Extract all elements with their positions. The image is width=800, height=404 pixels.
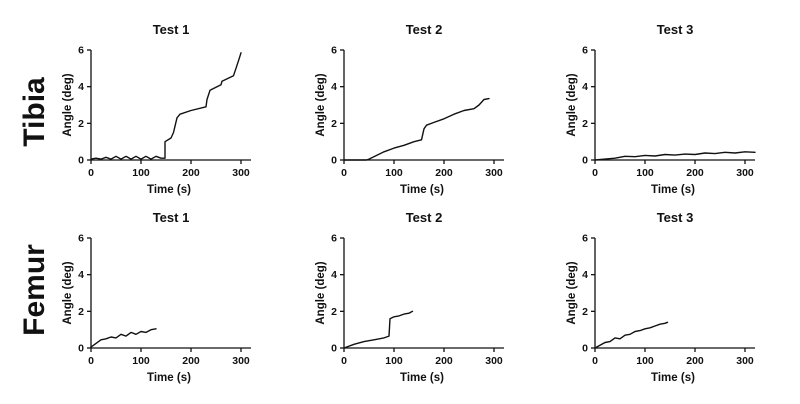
panel-tibia-1: Test 1 0 2 4 6 0 100 200 300 Angle (deg) Time (s): [62, 22, 251, 196]
y-tick-label: 6: [582, 233, 588, 245]
x-tick-label: 100: [636, 355, 654, 367]
y-tick-label: 6: [78, 233, 84, 245]
x-tick-label: 100: [636, 167, 654, 179]
y-tick-label: 2: [331, 306, 337, 318]
row-label-femur: Femur: [18, 244, 51, 336]
y-axis-title: Angle (deg): [62, 73, 74, 136]
y-tick-label: 6: [78, 45, 84, 57]
x-tick-label: 100: [132, 355, 150, 367]
x-tick-label: 300: [232, 167, 250, 179]
x-tick-label: 300: [736, 355, 754, 367]
series-line: [594, 151, 756, 161]
x-tick-label: 0: [592, 167, 598, 179]
x-axis-title: Time (s): [147, 184, 191, 196]
x-tick-label: 200: [435, 355, 453, 367]
x-axis-title: Time (s): [400, 372, 444, 384]
series-line: [343, 97, 490, 161]
y-tick-label: 0: [331, 155, 337, 167]
y-tick-label: 4: [78, 81, 84, 93]
y-tick-label: 6: [582, 45, 588, 57]
panel-title: Test 2: [406, 22, 443, 37]
x-tick-label: 300: [736, 167, 754, 179]
x-tick-label: 300: [485, 355, 503, 367]
panel-femur-1: Test 1 0 2 4 6 0 100 200 300 Angle (deg) Time (s): [62, 210, 251, 384]
panel-femur-2: Test 2 0 2 4 6 0 100 200 300 Angle (deg) Time (s): [315, 210, 504, 384]
row-label-tibia: Tibia: [18, 77, 51, 147]
panel-title: Test 3: [657, 210, 694, 225]
y-tick-label: 0: [78, 155, 84, 167]
x-axis-title: Time (s): [651, 372, 695, 384]
y-axis-title: Angle (deg): [315, 261, 327, 324]
panel-tibia-3: Test 3 0 2 4 6 0 100 200 300 Angle (deg) Time (s): [566, 22, 756, 196]
y-axis-title: Angle (deg): [566, 261, 578, 324]
x-tick-label: 300: [485, 167, 503, 179]
panel-title: Test 3: [657, 22, 694, 37]
x-axis-title: Time (s): [147, 372, 191, 384]
y-axis-title: Angle (deg): [62, 261, 74, 324]
y-tick-label: 2: [582, 118, 588, 130]
x-tick-label: 200: [435, 167, 453, 179]
y-tick-label: 4: [582, 81, 588, 93]
y-axis-title: Angle (deg): [315, 73, 327, 136]
y-axis-title: Angle (deg): [566, 73, 578, 136]
x-tick-label: 0: [88, 355, 94, 367]
series-line: [90, 328, 157, 348]
panel-title: Test 2: [406, 210, 443, 225]
panel-tibia-2: Test 2 0 2 4 6 0 100 200 300 Angle (deg) Time (s): [315, 22, 504, 196]
x-tick-label: 0: [341, 355, 347, 367]
x-tick-label: 0: [341, 167, 347, 179]
y-tick-label: 2: [78, 118, 84, 130]
y-tick-label: 4: [582, 269, 588, 281]
series-line: [594, 321, 669, 349]
y-tick-label: 4: [331, 81, 337, 93]
panel-title: Test 1: [153, 22, 190, 37]
y-tick-label: 0: [331, 343, 337, 355]
panel-femur-3: Test 3 0 2 4 6 0 100 200 300 Angle (deg) Time (s): [566, 210, 755, 384]
x-tick-label: 300: [232, 355, 250, 367]
y-tick-label: 6: [331, 45, 337, 57]
series-line: [90, 52, 242, 160]
x-tick-label: 100: [132, 167, 150, 179]
x-tick-label: 200: [182, 167, 200, 179]
y-tick-label: 2: [78, 306, 84, 318]
y-tick-label: 4: [331, 269, 337, 281]
series-line: [343, 310, 414, 349]
x-tick-label: 100: [385, 167, 403, 179]
x-tick-label: 0: [592, 355, 598, 367]
y-tick-label: 0: [78, 343, 84, 355]
y-tick-label: 2: [582, 306, 588, 318]
x-axis-title: Time (s): [400, 184, 444, 196]
x-tick-label: 200: [686, 167, 704, 179]
y-tick-label: 0: [582, 343, 588, 355]
x-tick-label: 0: [88, 167, 94, 179]
x-axis-title: Time (s): [651, 184, 695, 196]
x-tick-label: 200: [182, 355, 200, 367]
panel-title: Test 1: [153, 210, 190, 225]
x-tick-label: 100: [385, 355, 403, 367]
y-tick-label: 0: [582, 155, 588, 167]
y-tick-label: 4: [78, 269, 84, 281]
y-tick-label: 2: [331, 118, 337, 130]
y-tick-label: 6: [331, 233, 337, 245]
x-tick-label: 200: [686, 355, 704, 367]
